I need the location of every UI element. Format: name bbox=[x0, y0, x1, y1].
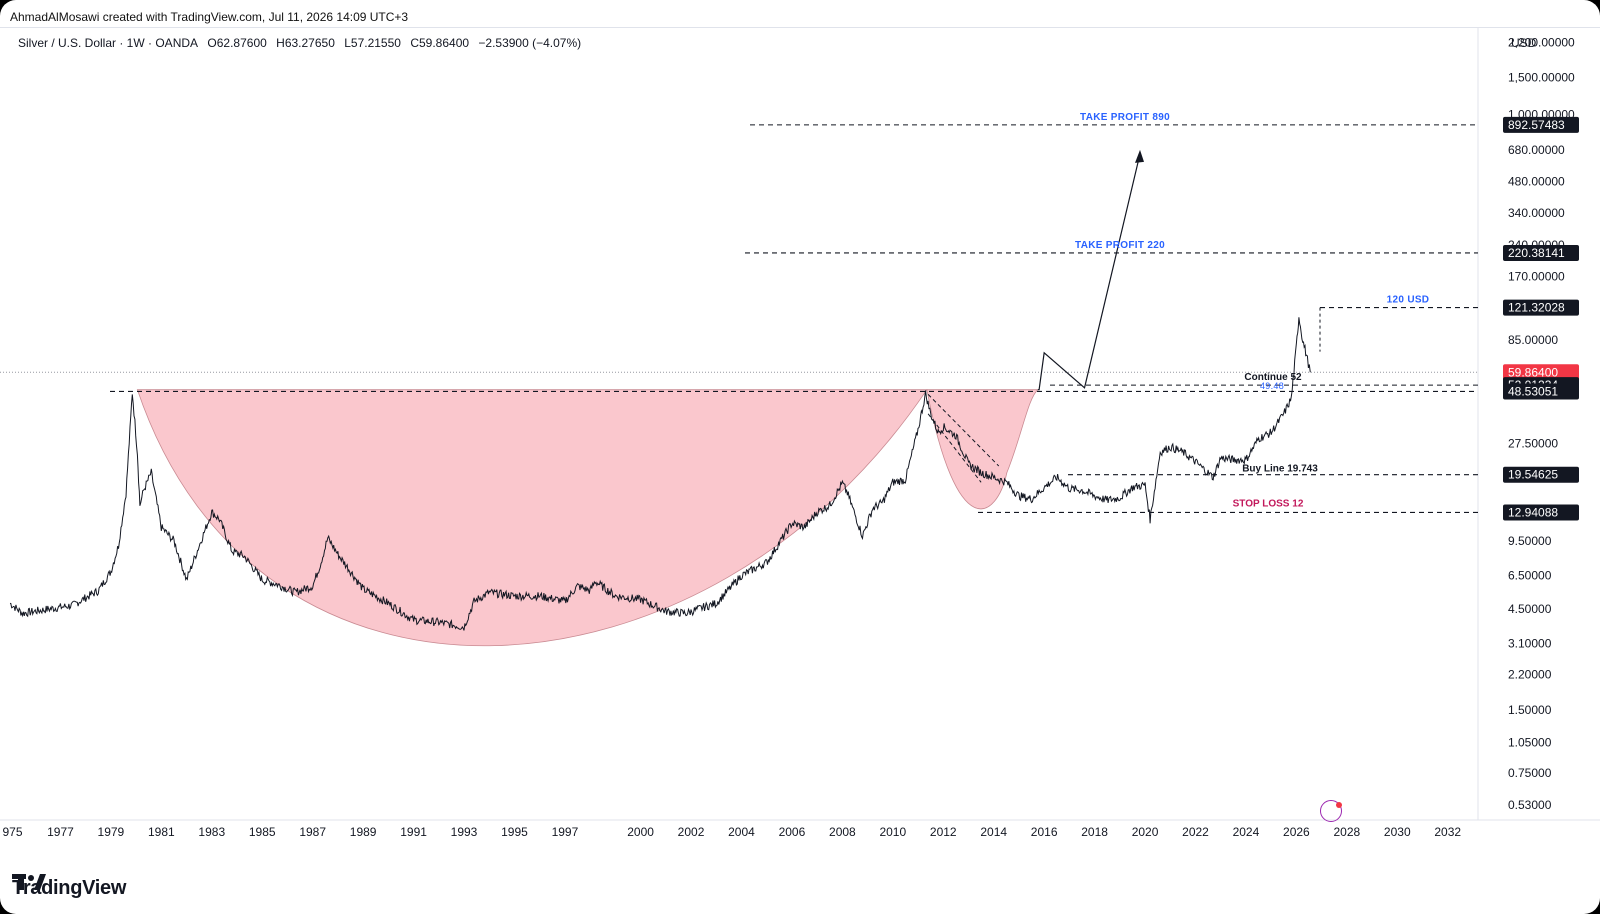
y-tick-label: 1.05000 bbox=[1508, 735, 1552, 749]
x-tick-label: 1979 bbox=[98, 825, 125, 839]
x-tick-label: 1989 bbox=[350, 825, 377, 839]
high-value: 63.27650 bbox=[284, 36, 335, 50]
price-label-text: 12.94088 bbox=[1508, 505, 1558, 519]
x-tick-label: 2012 bbox=[930, 825, 957, 839]
y-tick-label: 2,200.00000 bbox=[1508, 35, 1575, 49]
y-tick-label: 9.50000 bbox=[1508, 534, 1552, 548]
x-tick-label: 2028 bbox=[1333, 825, 1360, 839]
x-tick-label: 1983 bbox=[198, 825, 225, 839]
y-tick-label: 680.00000 bbox=[1508, 143, 1565, 157]
y-tick-label: 85.00000 bbox=[1508, 333, 1558, 347]
take-profit-220-label: TAKE PROFIT 220 bbox=[1075, 240, 1165, 251]
y-tick-label: 170.00000 bbox=[1508, 270, 1565, 284]
y-tick-label: 4.50000 bbox=[1508, 602, 1552, 616]
target-120-label: 120 USD bbox=[1387, 295, 1430, 306]
x-tick-label: 1985 bbox=[249, 825, 276, 839]
price-label-text: 220.38141 bbox=[1508, 246, 1565, 260]
buy-line-label: Buy Line 19.743 bbox=[1242, 464, 1318, 475]
brand-footer: TradingView bbox=[12, 872, 126, 904]
cup-shape bbox=[136, 389, 928, 647]
y-tick-label: 0.75000 bbox=[1508, 766, 1552, 780]
low-label: L bbox=[344, 36, 351, 50]
y-tick-label: 3.10000 bbox=[1508, 636, 1552, 650]
open-label: O bbox=[207, 36, 217, 50]
x-tick-label: 1991 bbox=[400, 825, 427, 839]
x-tick-label: 1981 bbox=[148, 825, 175, 839]
price-label-box bbox=[1503, 364, 1579, 381]
symbol-title: Silver / U.S. Dollar · 1W · OANDA bbox=[18, 36, 198, 50]
close-label: C bbox=[410, 36, 419, 50]
x-tick-label: 2008 bbox=[829, 825, 856, 839]
open-value: 62.87600 bbox=[216, 36, 267, 50]
chart-credit: AhmadAlMosawi created with TradingView.c… bbox=[10, 10, 409, 24]
price-label-text: 892.57483 bbox=[1508, 118, 1565, 132]
y-tick-label: 1,500.00000 bbox=[1508, 70, 1575, 84]
y-tick-label: 6.50000 bbox=[1508, 569, 1552, 583]
y-tick-label: 2.20000 bbox=[1508, 668, 1552, 682]
x-tick-label: 2002 bbox=[678, 825, 705, 839]
x-tick-label: 1997 bbox=[552, 825, 579, 839]
price-chart[interactable]: TAKE PROFIT 890 TAKE PROFIT 220 120 USD Con… bbox=[0, 27, 1600, 857]
x-tick-label: 2024 bbox=[1233, 825, 1260, 839]
currency-label[interactable]: USD bbox=[1511, 36, 1537, 50]
price-label-box bbox=[1503, 383, 1579, 400]
price-label-text: 19.54625 bbox=[1508, 468, 1558, 482]
projection-arrowhead bbox=[1135, 149, 1145, 163]
y-tick-label: 1.50000 bbox=[1508, 703, 1552, 717]
handle-channel-lower bbox=[927, 413, 982, 483]
silver-price-series bbox=[9, 317, 1311, 631]
price-label-box bbox=[1503, 116, 1579, 133]
x-tick-label: 1993 bbox=[451, 825, 478, 839]
notification-dot bbox=[1336, 802, 1342, 808]
x-tick-label: 1977 bbox=[47, 825, 74, 839]
y-tick-label: 340.00000 bbox=[1508, 206, 1565, 220]
low-value: 57.21550 bbox=[350, 36, 401, 50]
y-tick-label: 27.50000 bbox=[1508, 436, 1558, 450]
change-value: −2.53900 (−4.07%) bbox=[478, 36, 582, 50]
x-tick-label: 2026 bbox=[1283, 825, 1310, 839]
high-label: H bbox=[276, 36, 285, 50]
x-tick-label: 2010 bbox=[879, 825, 906, 839]
symbol-legend: Silver / U.S. Dollar · 1W · OANDA O62.87… bbox=[18, 36, 587, 50]
handle-channel-upper bbox=[927, 394, 1000, 467]
price-label-text: 121.32028 bbox=[1508, 301, 1565, 315]
x-tick-label: 975 bbox=[3, 825, 23, 839]
take-profit-890-label: TAKE PROFIT 890 bbox=[1080, 112, 1170, 123]
x-tick-label: 1995 bbox=[501, 825, 528, 839]
price-label-box bbox=[1503, 504, 1579, 521]
y-tick-label: 0.53000 bbox=[1508, 798, 1552, 812]
x-tick-label: 2004 bbox=[728, 825, 755, 839]
tradingview-logo-icon bbox=[12, 874, 46, 890]
projection-path bbox=[1037, 153, 1141, 391]
lightning-icon[interactable] bbox=[1320, 800, 1342, 822]
price-label-box bbox=[1503, 299, 1579, 316]
price-label-box bbox=[1503, 466, 1579, 483]
x-tick-label: 2018 bbox=[1081, 825, 1108, 839]
price-label-text: 48.53051 bbox=[1508, 384, 1558, 398]
stop-loss-label: STOP LOSS 12 bbox=[1233, 498, 1304, 509]
continue-52-label: Continue 52 bbox=[1244, 372, 1302, 383]
y-tick-label: 480.00000 bbox=[1508, 175, 1565, 189]
x-tick-label: 2016 bbox=[1031, 825, 1058, 839]
chart-area[interactable]: TAKE PROFIT 890 TAKE PROFIT 220 120 USD Con… bbox=[0, 27, 1600, 857]
x-tick-label: 2020 bbox=[1132, 825, 1159, 839]
x-tick-label: 2022 bbox=[1182, 825, 1209, 839]
x-tick-label: 2006 bbox=[779, 825, 806, 839]
x-tick-label: 2000 bbox=[627, 825, 654, 839]
close-value: 59.86400 bbox=[418, 36, 470, 50]
x-tick-label: 2032 bbox=[1434, 825, 1461, 839]
x-tick-label: 2030 bbox=[1384, 825, 1411, 839]
chart-frame bbox=[0, 27, 1600, 858]
price-label-box bbox=[1503, 244, 1579, 261]
level-48-label: 49.48 bbox=[1260, 381, 1284, 391]
price-label-text: 59.86400 bbox=[1508, 365, 1558, 379]
x-tick-label: 1987 bbox=[299, 825, 326, 839]
x-tick-label: 2014 bbox=[980, 825, 1007, 839]
